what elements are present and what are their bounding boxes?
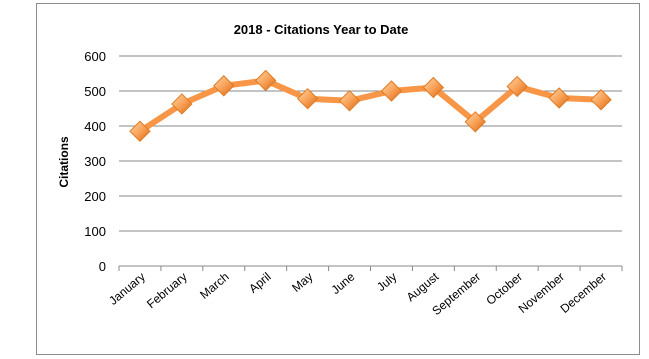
data-point-marker: [129, 120, 151, 142]
data-point-marker: [171, 93, 193, 115]
x-tick-label: May: [289, 270, 315, 295]
data-point-marker: [296, 87, 319, 110]
y-tick-label: 100: [84, 224, 106, 239]
chart-title: 2018 - Citations Year to Date: [234, 22, 409, 37]
data-point-marker: [338, 90, 361, 112]
series-line: [137, 77, 604, 135]
x-tick-label: July: [374, 270, 399, 294]
chart-frame: [36, 3, 640, 355]
data-point-marker: [548, 87, 570, 109]
y-axis-label: Citations: [57, 136, 71, 188]
data-point-marker: [464, 111, 486, 133]
x-tick-label: December: [558, 270, 609, 316]
x-tick-label: March: [197, 270, 232, 302]
x-tick-label: February: [144, 270, 190, 312]
data-point-marker: [506, 75, 528, 98]
data-point-marker: [590, 89, 612, 111]
y-tick-label: 600: [84, 49, 106, 64]
y-tick-label: 0: [99, 259, 106, 274]
data-point-marker: [380, 80, 403, 102]
x-tick-label: April: [246, 270, 273, 296]
data-point-marker: [422, 76, 445, 99]
y-tick-label: 400: [84, 119, 106, 134]
y-tick-label: 500: [84, 84, 106, 99]
y-tick-label: 300: [84, 154, 106, 169]
y-tick-label: 200: [84, 189, 106, 204]
x-tick-label: January: [106, 270, 148, 308]
x-tick-label: August: [404, 269, 442, 304]
x-tick-label: November: [516, 270, 567, 316]
data-point-marker: [213, 75, 235, 97]
x-tick-label: June: [329, 269, 358, 297]
data-point-marker: [255, 69, 277, 92]
